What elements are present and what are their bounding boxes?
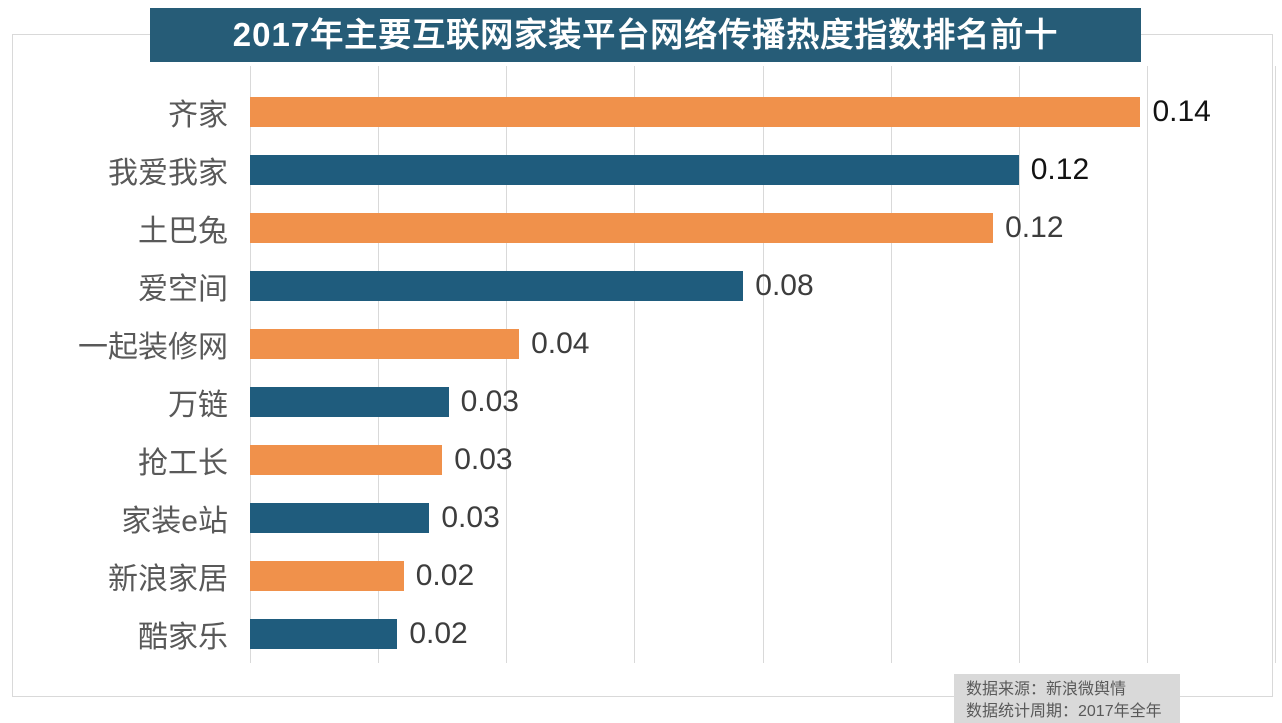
plot-panel-border (12, 34, 1273, 697)
bar-row: 家装e站 0.03 (12, 489, 1275, 547)
bar (250, 445, 443, 475)
bar-zone: 0.12 (250, 199, 1275, 257)
value-label: 0.12 (1030, 153, 1090, 186)
category-label: 新浪家居 (108, 563, 228, 596)
grid-line (890, 66, 892, 663)
bar-row: 酷家乐 0.02 (12, 605, 1275, 663)
value-label: 0.02 (415, 559, 475, 592)
category-label: 抢工长 (138, 447, 228, 480)
chart-title: 2017年主要互联网家装平台网络传播热度指数排名前十 (150, 8, 1141, 62)
category-label: 土巴兔 (138, 215, 228, 248)
data-source-box: 数据来源：新浪微舆情 数据统计周期：2017年全年 (954, 674, 1180, 723)
bar-row: 爱空间 0.08 (12, 257, 1275, 315)
bar-rows: 齐家 0.14 我爱我家 0.12 土巴兔 0.12 爱空间 0.08 一起装修网 0.04 万链 0… (12, 83, 1275, 663)
grid-line (1018, 66, 1020, 663)
bar-row: 齐家 0.14 (12, 83, 1275, 141)
bar-zone: 0.03 (250, 431, 1275, 489)
bar (250, 97, 1141, 127)
category-label: 一起装修网 (78, 331, 228, 364)
category-label: 酷家乐 (138, 621, 228, 654)
category-label: 万链 (168, 389, 228, 422)
bar-zone: 0.08 (250, 257, 1275, 315)
bar (250, 213, 994, 243)
bar (250, 619, 398, 649)
data-period-line: 数据统计周期：2017年全年 (966, 703, 1162, 720)
value-label: 0.02 (409, 617, 468, 650)
bar-zone: 0.02 (250, 547, 1275, 605)
grid-line (1275, 66, 1276, 663)
bar (250, 271, 744, 301)
bar-zone: 0.03 (250, 489, 1275, 547)
bar-row: 我爱我家 0.12 (12, 141, 1275, 199)
category-label: 齐家 (168, 99, 228, 132)
bar-row: 抢工长 0.03 (12, 431, 1275, 489)
bar-row: 新浪家居 0.02 (12, 547, 1275, 605)
bar-zone: 0.03 (250, 373, 1275, 431)
grid-line (378, 66, 380, 663)
bar-row: 万链 0.03 (12, 373, 1275, 431)
bar-zone: 0.14 (250, 83, 1275, 141)
grid-line (1146, 66, 1148, 663)
grid-line (506, 66, 508, 663)
bar-row: 一起装修网 0.04 (12, 315, 1275, 373)
bar-zone: 0.04 (250, 315, 1275, 373)
bar-zone: 0.02 (250, 605, 1275, 663)
bar (250, 387, 449, 417)
bar-row: 土巴兔 0.12 (12, 199, 1275, 257)
category-label: 爱空间 (138, 273, 228, 306)
bar-zone: 0.12 (250, 141, 1275, 199)
grid-line (762, 66, 764, 663)
value-label: 0.14 (1152, 95, 1211, 128)
value-label: 0.03 (460, 385, 519, 418)
bar (250, 155, 1019, 185)
value-label: 0.03 (441, 501, 500, 534)
category-label: 我爱我家 (108, 157, 228, 190)
data-source-line: 数据来源：新浪微舆情 (966, 681, 1127, 698)
grid-line (634, 66, 636, 663)
value-label: 0.03 (454, 443, 513, 476)
bar (250, 329, 520, 359)
grid-line (250, 66, 251, 663)
bar (250, 503, 430, 533)
gridlines-layer (250, 66, 1276, 663)
bar (250, 561, 404, 591)
value-label: 0.08 (755, 269, 814, 302)
category-label: 家装e站 (121, 505, 228, 538)
value-label: 0.12 (1005, 211, 1064, 244)
value-label: 0.04 (531, 327, 590, 360)
